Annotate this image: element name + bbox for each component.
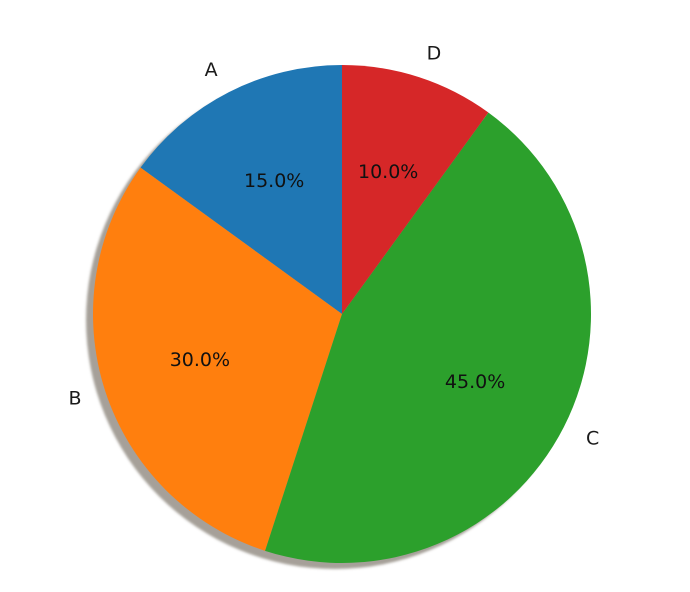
pie-slice-c — [265, 112, 591, 563]
pie-slice-a — [140, 65, 342, 314]
slice-label-d: D — [427, 43, 442, 65]
pie-slice-d — [342, 65, 489, 314]
slice-label-a: A — [205, 59, 218, 81]
pie-slice-b — [93, 167, 343, 551]
slice-percent-d: 10.0% — [358, 161, 418, 183]
pie-slice-layer — [93, 65, 591, 563]
slice-label-c: C — [586, 427, 599, 449]
slice-percent-c: 45.0% — [445, 371, 505, 393]
pie-label-layer: A 15.0% B 30.0% C 45.0% D 10.0% — [68, 43, 599, 450]
slice-label-b: B — [68, 388, 81, 410]
slice-percent-b: 30.0% — [170, 349, 230, 371]
slice-percent-a: 15.0% — [244, 170, 304, 192]
